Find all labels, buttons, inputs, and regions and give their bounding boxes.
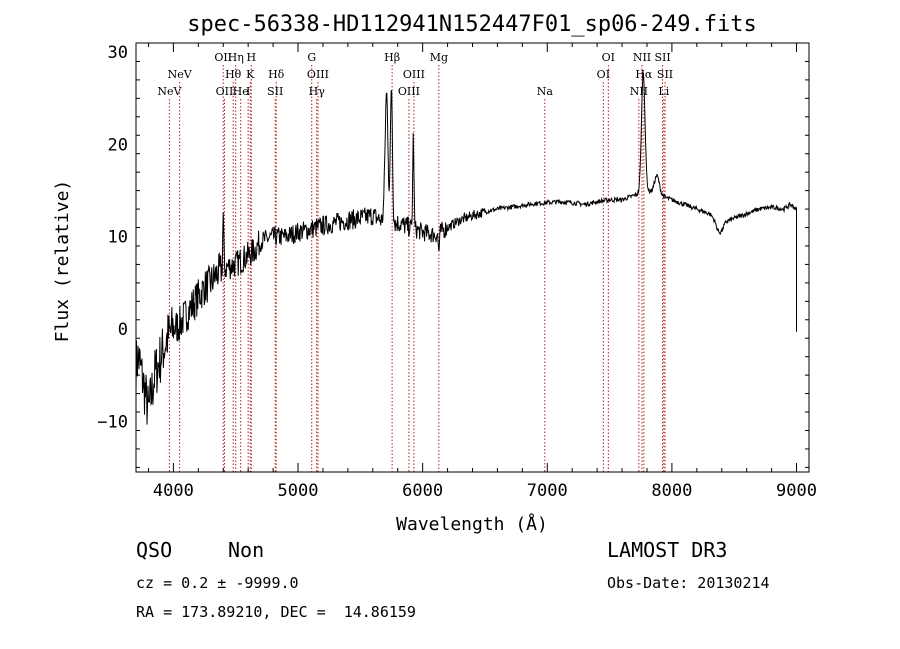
x-axis-ticks: 4000 5000 6000 7000 8000 9000 <box>147 43 817 501</box>
emission-line-label-2: OII <box>214 51 232 64</box>
x-tick-label: 5000 <box>278 481 319 501</box>
x-tick-label: 7000 <box>527 481 568 501</box>
y-tick-label: 20 <box>108 135 128 155</box>
emission-line-label-7: H <box>246 51 256 64</box>
obs-date-text: Obs-Date: 20130214 <box>607 574 770 592</box>
y-tick-label: 10 <box>108 228 128 248</box>
emission-line-label-16: OIII <box>403 68 425 81</box>
x-tick-label: 8000 <box>651 481 692 501</box>
emission-line-label-27: Li <box>658 85 669 98</box>
emission-line-label-25: SII <box>654 51 670 64</box>
y-axis-ticks: −10 0 10 20 30 <box>97 43 809 468</box>
emission-line-label-17: OIII <box>398 85 420 98</box>
y-tick-label: −10 <box>97 412 128 432</box>
emission-line-label-8: K <box>246 68 255 81</box>
emission-line-labels: NeVNeVOIIOIIHηHθHeHKIHδSIIGOIIIHγHβOIIIO… <box>157 51 673 98</box>
emission-line-label-3: OII <box>216 85 234 98</box>
emission-line-label-24: NII <box>630 85 648 98</box>
emission-line-label-21: OI <box>597 68 610 81</box>
emission-line-label-12: G <box>307 51 316 64</box>
coordinates-text: RA = 173.89210, DEC = 14.86159 <box>136 603 416 621</box>
emission-line-label-23: Hα <box>635 68 653 81</box>
emission-line-label-5: Hθ <box>225 68 242 81</box>
x-axis-label: Wavelength (Å) <box>396 513 548 535</box>
emission-line-label-19: Na <box>537 85 554 98</box>
emission-line-label-11: SII <box>267 85 283 98</box>
emission-line-markers <box>168 65 666 472</box>
y-tick-label: 30 <box>108 43 128 63</box>
y-tick-label: 0 <box>118 320 128 340</box>
x-tick-label: 4000 <box>153 481 194 501</box>
survey-name: LAMOST DR3 <box>607 538 728 562</box>
object-subclass: Non <box>228 538 265 562</box>
chart-title: spec-56338-HD112941N152447F01_sp06-249.f… <box>187 12 757 37</box>
x-tick-label: 9000 <box>776 481 817 501</box>
x-tick-label: 6000 <box>402 481 443 501</box>
emission-line-label-14: Hγ <box>309 85 326 98</box>
object-class: QSO <box>136 538 173 562</box>
emission-line-label-13: OIII <box>307 68 329 81</box>
emission-line-label-0: NeV <box>157 85 182 98</box>
spectrum-chart: spec-56338-HD112941N152447F01_sp06-249.f… <box>52 12 817 535</box>
emission-line-label-9: I <box>246 85 250 98</box>
emission-line-label-4: Hη <box>228 51 244 64</box>
spectrum-line <box>135 72 797 425</box>
redshift-text: cz = 0.2 ± -9999.0 <box>136 574 299 592</box>
emission-line-label-26: SII <box>657 68 673 81</box>
emission-line-label-22: NII <box>633 51 651 64</box>
emission-line-label-10: Hδ <box>268 68 285 81</box>
emission-line-label-1: NeV <box>168 68 193 81</box>
y-axis-label: Flux (relative) <box>52 180 73 343</box>
emission-line-label-15: Hβ <box>384 51 400 64</box>
emission-line-label-18: Mg <box>430 51 448 64</box>
emission-line-label-6: He <box>233 85 249 98</box>
emission-line-label-20: OI <box>602 51 615 64</box>
